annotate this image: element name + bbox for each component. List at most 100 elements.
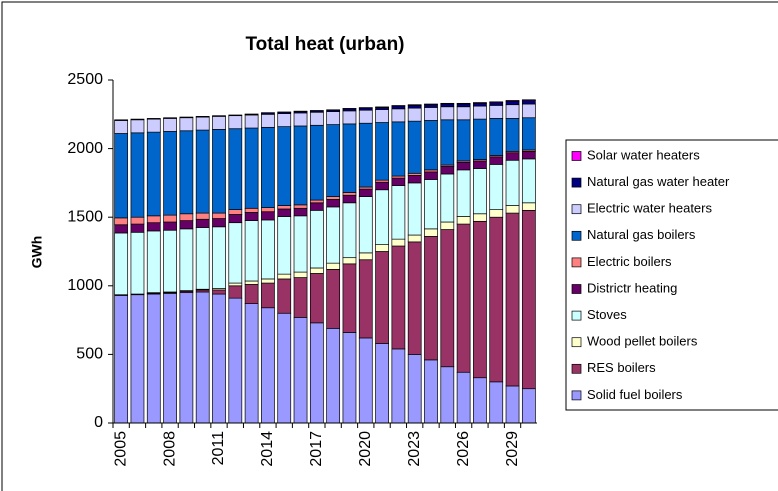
bar-segment — [326, 206, 341, 264]
bar-segment — [114, 295, 129, 424]
bar-segment — [342, 257, 357, 265]
bar-segment — [456, 223, 471, 373]
x-tick-label: 2029 — [504, 431, 521, 467]
bar-segment — [521, 103, 536, 119]
bar-segment — [195, 129, 210, 214]
bar-segment — [163, 229, 177, 293]
bar-segment — [489, 216, 504, 383]
bar-segment — [407, 241, 422, 355]
bar-segment — [293, 277, 308, 318]
bar-segment — [456, 371, 471, 424]
bar-segment — [326, 111, 341, 125]
bar-segment — [195, 212, 210, 220]
bar-segment — [424, 236, 438, 361]
legend-label: Natural gas water heater — [587, 174, 730, 189]
bar-segment — [505, 100, 520, 106]
bar-segment — [163, 118, 177, 132]
bar-segment — [342, 192, 357, 196]
bar-segment — [407, 234, 422, 243]
bar-segment — [342, 194, 357, 204]
bar-segment — [391, 105, 406, 107]
bar-segment — [146, 230, 161, 294]
bar-segment — [195, 218, 210, 228]
bar-segment — [179, 116, 194, 119]
bar-segment — [261, 113, 275, 128]
bar-segment — [309, 111, 324, 126]
bar-segment — [130, 118, 145, 121]
bar-segment — [228, 285, 243, 299]
bar-segment — [424, 107, 438, 121]
bar-segment — [375, 244, 389, 252]
bar-segment — [391, 108, 406, 123]
bar-segment — [228, 214, 243, 224]
bar-segment — [114, 133, 129, 219]
bar-segment — [277, 205, 292, 210]
bar-segment — [326, 199, 341, 208]
bar-segment — [114, 120, 129, 134]
bar-segment — [505, 118, 520, 152]
bar-segment — [473, 105, 487, 120]
bar-segment — [309, 322, 324, 424]
bar-segment — [358, 188, 373, 197]
bar-segment — [195, 116, 210, 131]
bar-segment — [440, 166, 455, 175]
bar-segment — [326, 196, 341, 200]
legend-label: Electric water heaters — [587, 201, 712, 216]
bar-segment — [342, 110, 357, 125]
bar-segment — [456, 102, 471, 105]
bar-segment — [407, 354, 422, 424]
bar-segment — [244, 207, 259, 213]
bar-segment — [179, 292, 194, 424]
x-tick-label: 2011 — [210, 431, 227, 466]
bar-segment — [391, 238, 406, 247]
bar-segment — [375, 106, 389, 108]
bar-segment — [195, 116, 210, 118]
bar-segment — [326, 262, 341, 270]
bar-segment — [212, 116, 226, 130]
y-tick-label: 2000 — [67, 140, 103, 157]
bar-segment — [440, 103, 455, 108]
bar-segment — [358, 259, 373, 339]
bar-segment — [179, 130, 194, 215]
bar-segment — [261, 211, 275, 221]
bar-segment — [358, 109, 373, 124]
bar-segment — [212, 218, 226, 228]
bar-segment — [521, 99, 536, 101]
bar-segment — [473, 220, 487, 379]
x-tick-label: 2020 — [357, 431, 374, 467]
x-tick-label: 2023 — [406, 431, 423, 467]
legend-swatch — [571, 204, 582, 215]
legend-label: Solid fuel boilers — [587, 387, 683, 402]
bar-segment — [440, 106, 455, 121]
bar-segment — [440, 221, 455, 230]
legend-swatch — [571, 284, 582, 294]
bar-segment — [212, 293, 226, 424]
bar-segment — [293, 271, 308, 278]
bar-segment — [146, 215, 161, 224]
bar-segment — [130, 223, 145, 233]
bar-segment — [358, 337, 373, 424]
bar-segment — [375, 343, 389, 424]
bar-segment — [163, 117, 177, 119]
bar-segment — [261, 278, 275, 284]
bar-segment — [358, 122, 373, 188]
bar-segment — [212, 289, 226, 295]
bar-segment — [521, 150, 536, 160]
bar-segment — [473, 102, 487, 104]
bar-segment — [244, 212, 259, 221]
legend-label: Electric boilers — [587, 254, 672, 269]
bar-segment — [146, 293, 161, 424]
bar-segment — [342, 263, 357, 333]
bar-segment — [456, 216, 471, 225]
bar-segment — [342, 202, 357, 259]
bar-segment — [261, 219, 275, 280]
bar-segment — [179, 117, 194, 132]
bar-segment — [179, 213, 194, 221]
bar-segment — [456, 106, 471, 121]
bar-segment — [293, 125, 308, 206]
bar-segment — [114, 232, 129, 296]
bar-segment — [375, 109, 389, 123]
y-tick-label: 1000 — [67, 277, 103, 294]
